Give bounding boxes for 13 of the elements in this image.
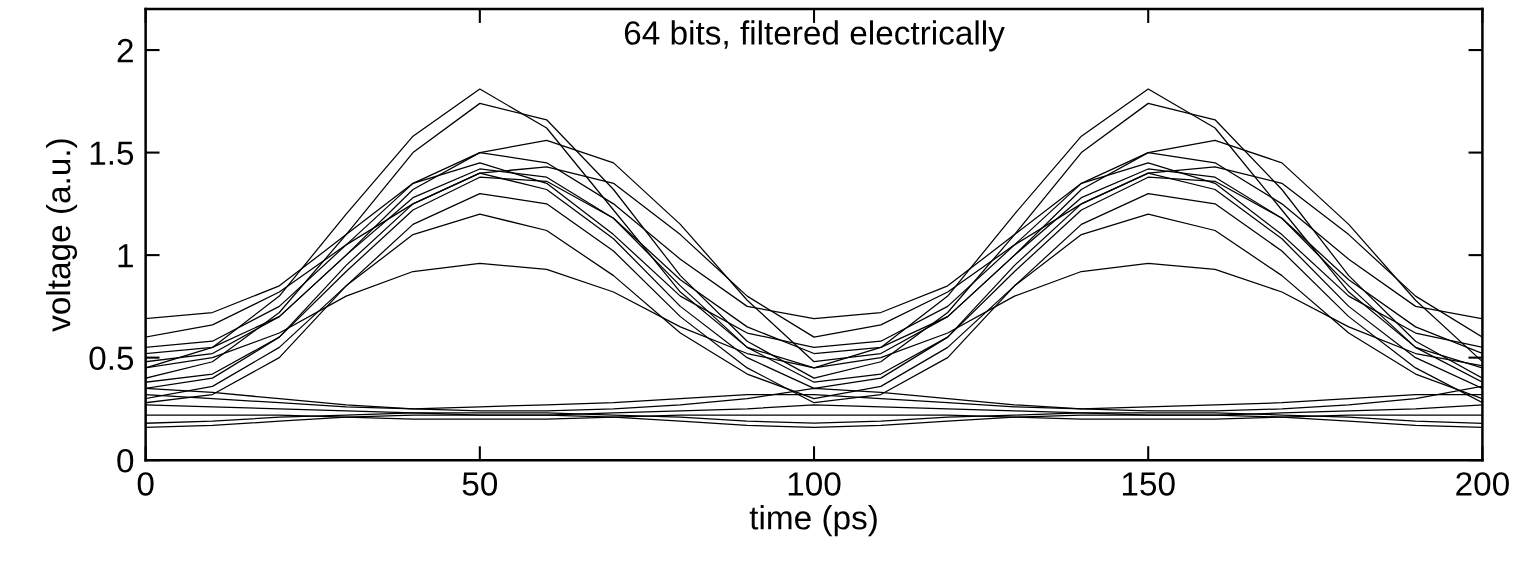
y-tick-label: 1.5 (90, 141, 134, 165)
y-tick-label: 0.5 (89, 346, 134, 371)
x-axis-title: time (ps) (749, 505, 877, 537)
x-tick-label: 200 (1456, 472, 1509, 496)
x-tick-label: 100 (788, 472, 841, 496)
y-tick-label: 2 (117, 38, 133, 63)
x-tick-label: 0 (137, 472, 154, 496)
y-axis-title: voltage (a.u.) (46, 139, 78, 332)
x-tick-label: 50 (462, 472, 498, 496)
y-tick-label: 1 (118, 244, 133, 268)
annotation: 64 bits, filtered electrically (624, 20, 1005, 52)
x-tick-label: 150 (1122, 472, 1175, 496)
y-tick-label: 0 (117, 448, 134, 473)
